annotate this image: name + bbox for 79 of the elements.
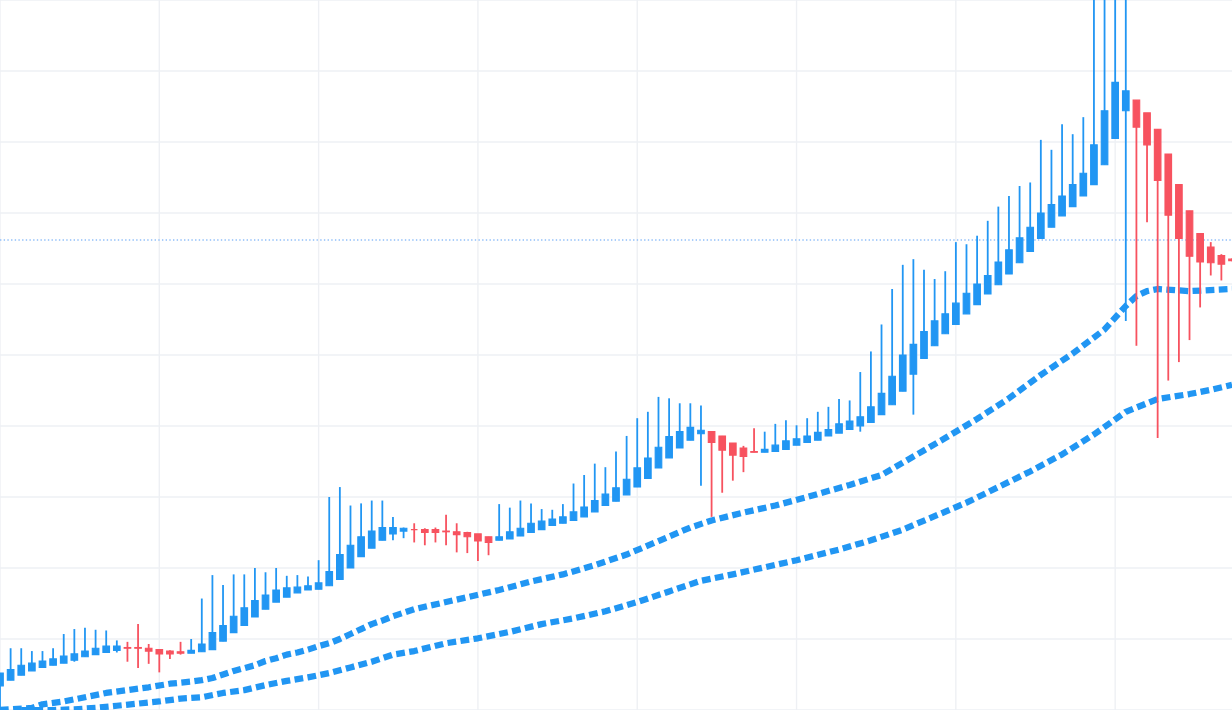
candlestick	[452, 522, 461, 554]
candlestick	[155, 648, 164, 674]
candlestick	[17, 647, 26, 677]
candlestick	[208, 574, 217, 651]
candlestick	[527, 502, 535, 534]
candlestick	[474, 533, 482, 562]
candlestick	[983, 219, 992, 295]
candlestick	[346, 504, 355, 569]
candlestick	[367, 499, 376, 550]
candlestick	[697, 404, 705, 487]
candlestick	[760, 430, 769, 454]
candlestick	[835, 398, 843, 435]
candlestick	[675, 402, 684, 449]
candlestick	[197, 597, 206, 653]
candlestick	[686, 402, 695, 442]
candlestick	[389, 515, 397, 542]
candlestick	[70, 628, 79, 663]
candlestick	[6, 647, 15, 682]
candlestick	[261, 571, 270, 611]
candlestick	[707, 430, 716, 518]
candlestick	[314, 559, 323, 591]
candlestick	[856, 371, 865, 433]
candlestick	[484, 535, 493, 557]
candlestick	[590, 462, 599, 513]
candlestick	[516, 499, 525, 537]
candlestick	[569, 482, 578, 522]
candlestick	[633, 417, 642, 488]
candlestick	[251, 567, 259, 618]
candlestick	[867, 350, 875, 424]
candlestick	[1206, 241, 1215, 277]
candlestick	[559, 503, 567, 525]
candlestick	[282, 574, 291, 599]
candlestick	[325, 496, 334, 587]
candlestick	[845, 399, 854, 431]
candlestick	[750, 427, 758, 454]
candlestick	[272, 567, 280, 603]
candlestick	[378, 499, 387, 542]
candlestick	[644, 410, 652, 480]
candlestick	[59, 633, 68, 665]
candlestick	[1047, 148, 1056, 229]
candlestick	[28, 650, 36, 672]
candlestick	[229, 573, 238, 634]
candlestick	[442, 513, 450, 547]
candlestick	[952, 241, 960, 326]
candlestick	[601, 466, 610, 507]
candlestick	[739, 444, 748, 474]
candlestick	[813, 410, 822, 442]
candlestick	[665, 397, 673, 459]
candlestick	[782, 419, 790, 451]
candlestick	[728, 442, 737, 482]
candlestick	[1079, 116, 1088, 197]
candlestick	[134, 623, 142, 670]
candlestick	[357, 502, 365, 558]
candlestick	[1068, 133, 1077, 208]
candlestick	[718, 435, 727, 494]
candlestick	[803, 417, 812, 444]
candlestick	[792, 424, 801, 447]
candlestick	[1058, 123, 1066, 217]
candlestick	[771, 422, 780, 453]
candlestick	[81, 626, 89, 658]
candlestick	[580, 474, 588, 518]
candlestick	[1217, 253, 1226, 282]
candlestick	[622, 435, 631, 496]
candlestick	[941, 270, 950, 335]
candlestick	[612, 450, 620, 503]
candlestick	[102, 629, 111, 654]
candlestick	[537, 508, 546, 531]
candlestick	[91, 628, 100, 656]
candlestick	[144, 643, 153, 665]
candlestick	[123, 640, 132, 663]
candlestick	[654, 395, 663, 469]
candlestick	[495, 503, 504, 542]
candlestick	[973, 234, 981, 306]
candlestick	[824, 405, 833, 437]
candlestick	[240, 573, 249, 627]
candlestick	[994, 205, 1003, 286]
candlestick	[505, 506, 514, 540]
candlestick	[219, 584, 227, 643]
candlestick	[877, 323, 886, 416]
